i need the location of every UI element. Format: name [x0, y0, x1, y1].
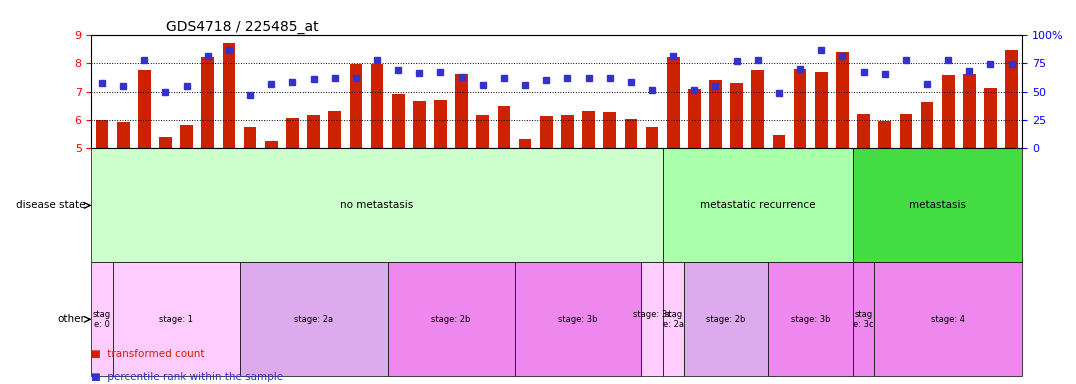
Text: stage: 1: stage: 1: [159, 315, 193, 324]
FancyBboxPatch shape: [853, 262, 874, 376]
Bar: [413, 101, 426, 149]
Text: GDS4718 / 225485_at: GDS4718 / 225485_at: [166, 20, 318, 33]
Bar: [921, 102, 933, 149]
Text: stage: 2a: stage: 2a: [294, 315, 334, 324]
Bar: [244, 127, 256, 149]
Bar: [942, 75, 954, 149]
Bar: [709, 79, 722, 149]
FancyBboxPatch shape: [683, 262, 768, 376]
Text: stage: 4: stage: 4: [931, 315, 965, 324]
FancyBboxPatch shape: [514, 262, 641, 376]
Bar: [1005, 50, 1018, 149]
Bar: [667, 57, 680, 149]
FancyBboxPatch shape: [663, 262, 683, 376]
Bar: [540, 116, 553, 149]
FancyBboxPatch shape: [113, 262, 240, 376]
Text: ■  percentile rank within the sample: ■ percentile rank within the sample: [91, 372, 284, 382]
Bar: [815, 73, 827, 149]
Text: stag
e: 2a: stag e: 2a: [663, 310, 683, 329]
Text: disease state: disease state: [16, 200, 85, 210]
Bar: [836, 52, 849, 149]
Bar: [434, 100, 447, 149]
Bar: [878, 121, 891, 149]
Bar: [117, 122, 129, 149]
Text: stage: 2b: stage: 2b: [431, 315, 471, 324]
Text: stag
e: 0: stag e: 0: [93, 310, 111, 329]
FancyBboxPatch shape: [91, 149, 663, 262]
Bar: [604, 112, 617, 149]
Bar: [963, 74, 976, 149]
Bar: [858, 114, 869, 149]
Bar: [328, 111, 341, 149]
Bar: [985, 88, 996, 149]
Bar: [624, 119, 637, 149]
Bar: [519, 139, 532, 149]
FancyBboxPatch shape: [663, 149, 853, 262]
Text: ■  transformed count: ■ transformed count: [91, 349, 204, 359]
Text: metastatic recurrence: metastatic recurrence: [700, 200, 816, 210]
Bar: [138, 70, 151, 149]
FancyBboxPatch shape: [768, 262, 853, 376]
FancyBboxPatch shape: [641, 262, 663, 376]
Bar: [455, 74, 468, 149]
Bar: [96, 120, 109, 149]
Bar: [201, 57, 214, 149]
Bar: [308, 115, 320, 149]
Bar: [794, 69, 806, 149]
FancyBboxPatch shape: [853, 149, 1022, 262]
Bar: [900, 114, 912, 149]
Bar: [751, 70, 764, 149]
Bar: [223, 43, 236, 149]
Bar: [731, 83, 742, 149]
Text: stage: 3b: stage: 3b: [791, 315, 831, 324]
FancyBboxPatch shape: [874, 262, 1022, 376]
Bar: [497, 106, 510, 149]
Bar: [646, 127, 659, 149]
Bar: [370, 64, 383, 149]
Bar: [582, 111, 595, 149]
Text: metastasis: metastasis: [909, 200, 966, 210]
FancyBboxPatch shape: [91, 262, 113, 376]
Bar: [477, 115, 490, 149]
FancyBboxPatch shape: [240, 262, 387, 376]
Bar: [181, 125, 193, 149]
Bar: [265, 141, 278, 149]
Text: other: other: [57, 314, 85, 324]
Bar: [350, 64, 363, 149]
Text: stage: 3c: stage: 3c: [633, 310, 671, 329]
Text: no metastasis: no metastasis: [340, 200, 413, 210]
Text: stage: 3b: stage: 3b: [558, 315, 598, 324]
Bar: [773, 135, 785, 149]
Bar: [561, 115, 574, 149]
FancyBboxPatch shape: [387, 262, 514, 376]
Text: stage: 2b: stage: 2b: [706, 315, 746, 324]
Bar: [159, 137, 172, 149]
Bar: [286, 118, 299, 149]
Bar: [688, 89, 700, 149]
Text: stag
e: 3c: stag e: 3c: [853, 310, 874, 329]
Bar: [392, 94, 405, 149]
